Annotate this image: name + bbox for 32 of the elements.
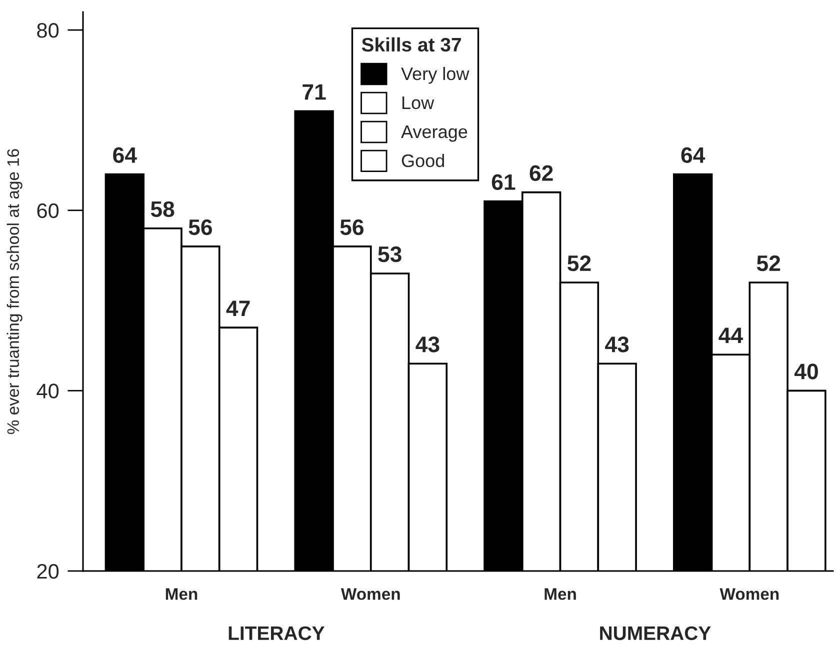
data-label: 52 [756, 255, 780, 272]
y-tick-label: 20 [37, 564, 59, 579]
legend-label: Very low [401, 66, 470, 84]
data-label: 52 [568, 255, 591, 272]
x-tick-label: Women [720, 588, 779, 600]
x-tick-label: Men [544, 588, 576, 600]
data-label: 71 [302, 84, 326, 100]
data-label: 47 [226, 300, 250, 316]
data-label: 56 [188, 219, 212, 236]
y-tick-label: 80 [37, 23, 59, 38]
data-label: 61 [492, 174, 516, 190]
data-label: 53 [378, 246, 402, 262]
data-label: 40 [794, 364, 818, 380]
legend-label: Low [402, 96, 434, 110]
y-axis-title: % ever truanting from school at age 16 [6, 149, 22, 434]
data-label: 62 [530, 165, 553, 181]
text: NUMERACY [600, 626, 711, 640]
legend-title: Skills at 37 [362, 37, 461, 52]
data-label: 56 [340, 219, 364, 236]
data-label: 44 [718, 328, 743, 344]
legend-label: Average [401, 126, 468, 142]
y-tick-label: 40 [36, 384, 59, 398]
legend-label: Good [402, 154, 444, 168]
data-label: 43 [605, 336, 629, 352]
x-tick-label: Women [340, 588, 400, 600]
text: LITERACY [228, 626, 324, 640]
data-label: 58 [150, 201, 174, 218]
data-label: 64 [681, 147, 706, 163]
x-tick-label: Men [166, 588, 198, 600]
data-label: 64 [113, 147, 137, 163]
y-tick-label: 60 [37, 203, 59, 218]
data-label: 43 [416, 336, 440, 352]
